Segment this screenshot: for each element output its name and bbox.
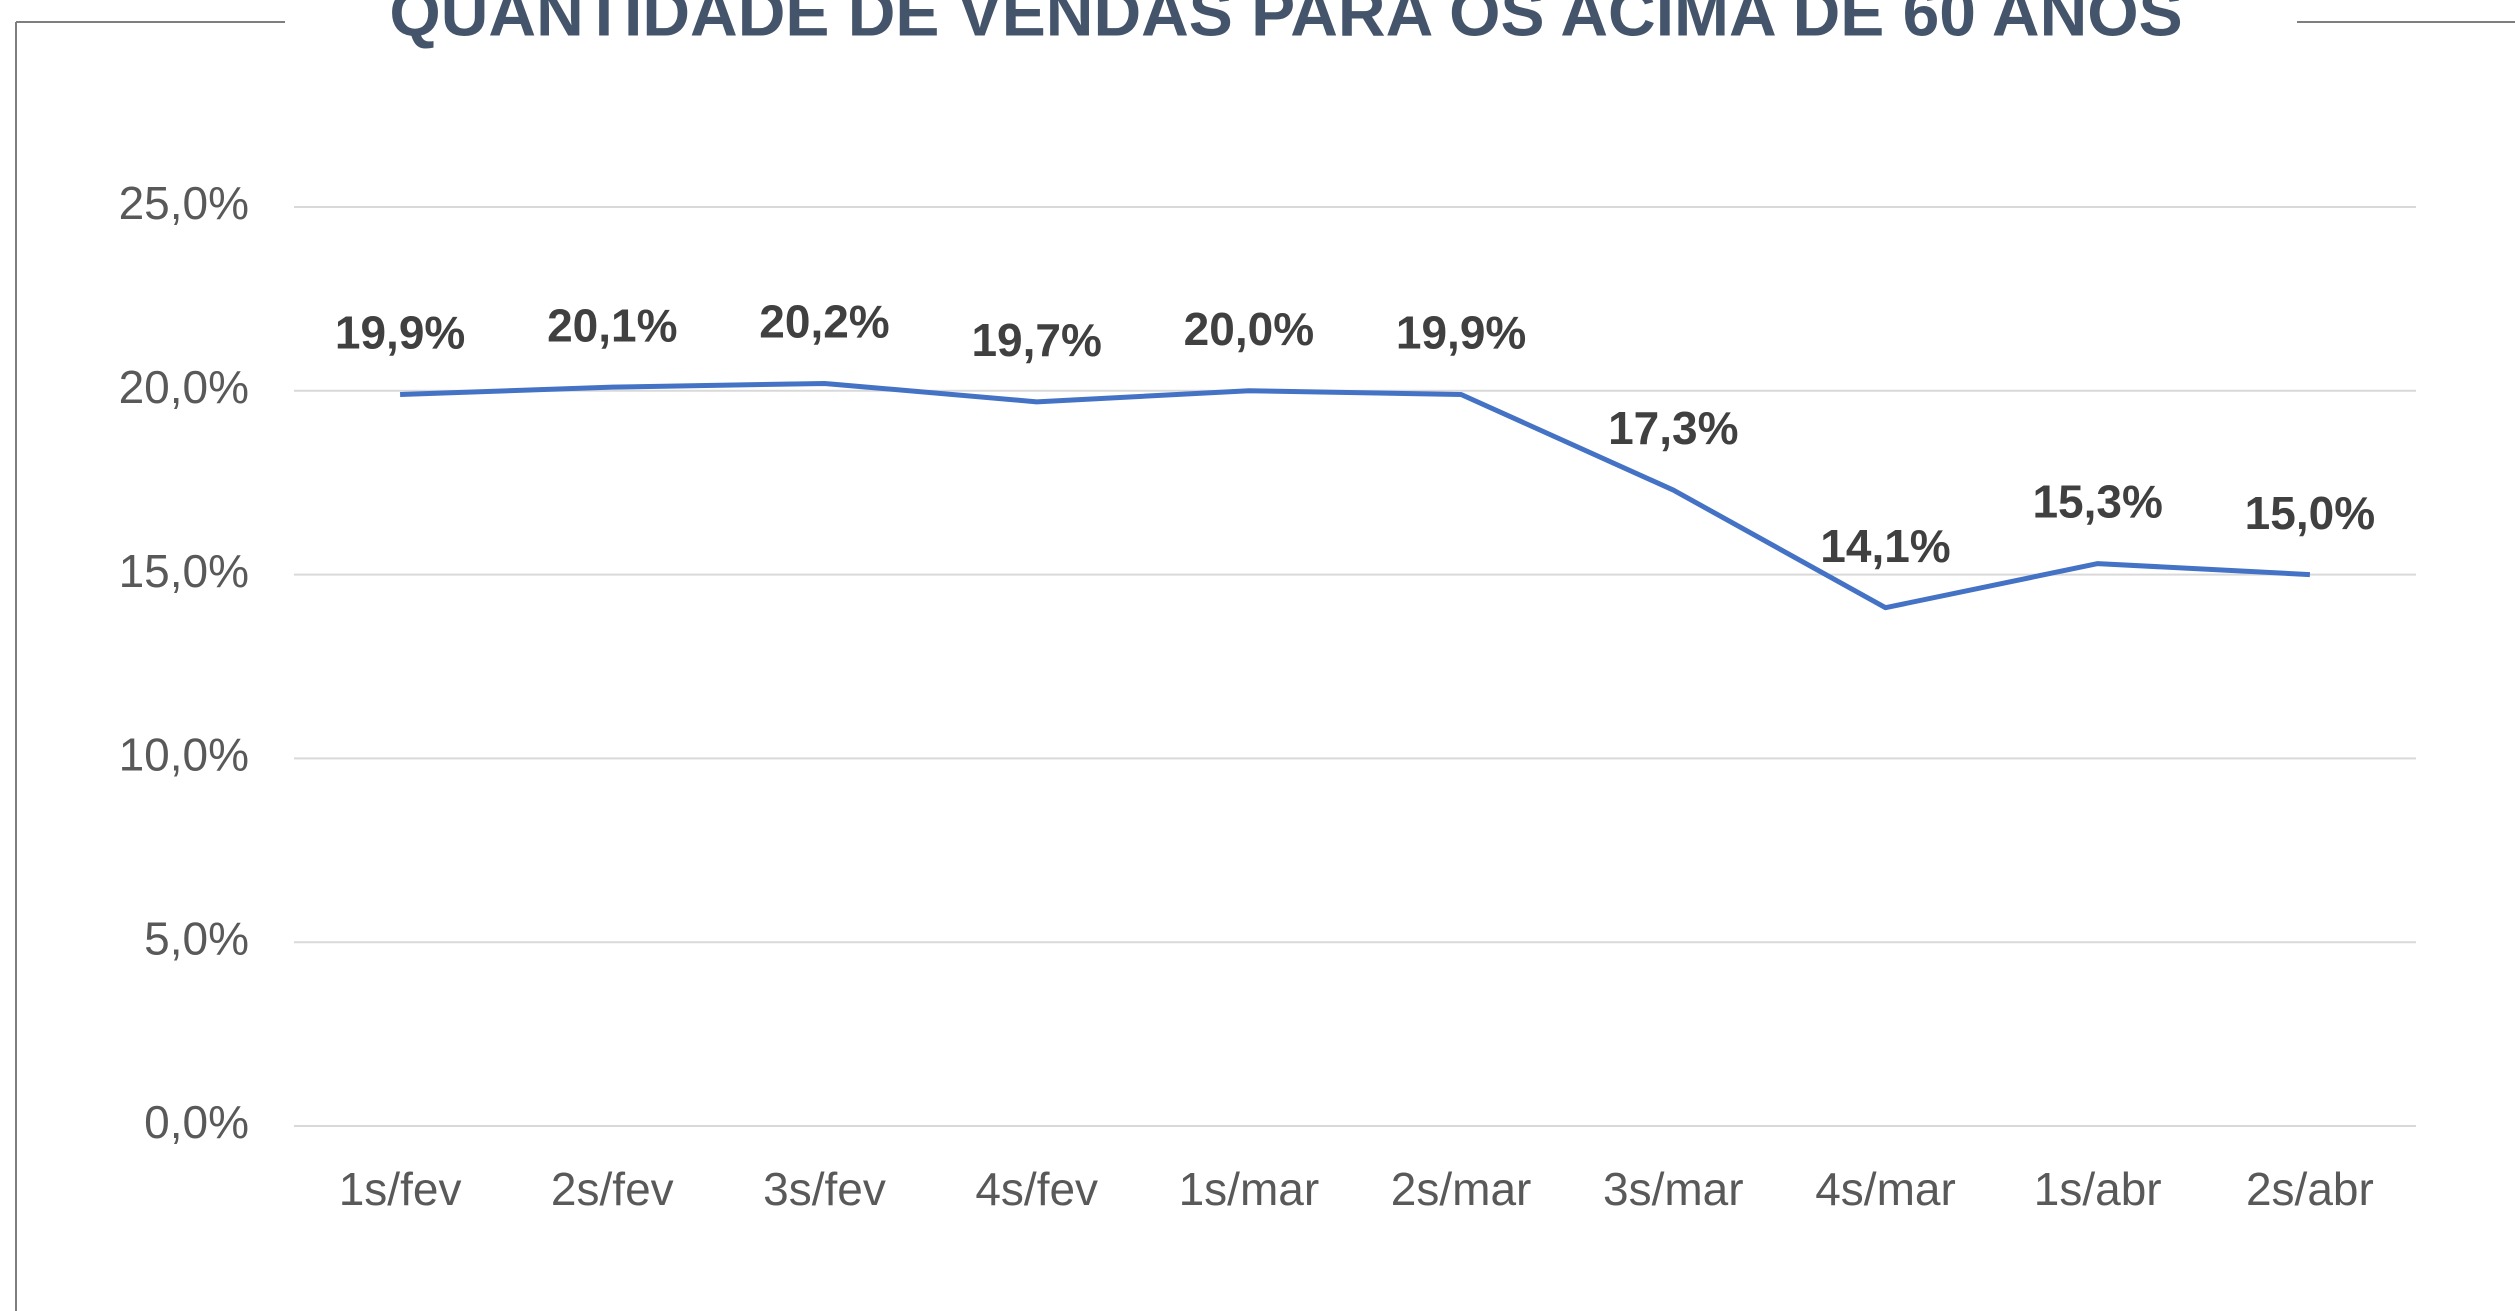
data-label: 19,9%: [335, 307, 465, 359]
x-tick-label: 1s/abr: [2034, 1163, 2162, 1215]
data-label: 19,9%: [1396, 307, 1526, 359]
x-tick-label: 1s/mar: [1179, 1163, 1320, 1215]
x-tick-label: 4s/mar: [1815, 1163, 1956, 1215]
data-label: 14,1%: [1820, 520, 1950, 572]
x-tick-label: 2s/abr: [2246, 1163, 2374, 1215]
y-tick-label: 15,0%: [119, 545, 249, 597]
data-label: 20,2%: [759, 296, 889, 348]
data-label: 19,7%: [971, 314, 1101, 366]
data-label: 20,0%: [1184, 303, 1314, 355]
x-tick-label: 2s/mar: [1391, 1163, 1532, 1215]
x-tick-label: 3s/fev: [763, 1163, 886, 1215]
y-tick-label: 5,0%: [144, 912, 249, 964]
x-tick-label: 1s/fev: [339, 1163, 462, 1215]
data-label: 20,1%: [547, 299, 677, 351]
y-tick-label: 10,0%: [119, 729, 249, 781]
x-tick-label: 3s/mar: [1603, 1163, 1744, 1215]
chart-title: QUANTIDADE DE VENDAS PARA OS ACIMA DE 60…: [389, 0, 2182, 49]
y-tick-label: 25,0%: [119, 177, 249, 229]
data-label: 17,3%: [1608, 402, 1738, 454]
y-tick-label: 0,0%: [144, 1096, 249, 1148]
data-label: 15,0%: [2245, 487, 2375, 539]
x-tick-label: 2s/fev: [551, 1163, 674, 1215]
data-label: 15,3%: [2032, 476, 2162, 528]
y-tick-label: 20,0%: [119, 361, 249, 413]
series-line: [400, 380, 2311, 611]
x-tick-label: 4s/fev: [975, 1163, 1098, 1215]
